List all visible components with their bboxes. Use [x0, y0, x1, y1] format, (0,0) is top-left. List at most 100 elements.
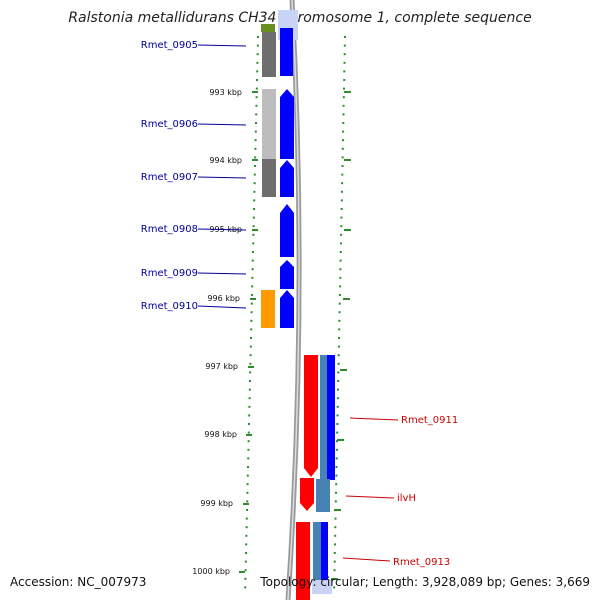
tick-dot-left: [251, 259, 254, 262]
label-rmet-0913[interactable]: Rmet_0913: [342, 557, 450, 568]
cds-red-1[interactable]: [304, 355, 318, 477]
tick-dot-left: [253, 190, 256, 193]
tick-dot-right: [334, 517, 337, 520]
tick-dot-left: [252, 242, 255, 245]
gene-olive-fragment[interactable]: [261, 24, 275, 32]
label-rmet-0911[interactable]: Rmet_0911: [349, 415, 458, 426]
tick-dot-right: [337, 345, 340, 348]
svg-text:ilvH: ilvH: [397, 493, 416, 504]
tick-dot-right: [341, 147, 344, 150]
tick-dot-right: [340, 208, 343, 210]
tick-dot-right: [337, 362, 340, 365]
cds-blue-right-1[interactable]: [327, 355, 335, 480]
scale-label-998: 998 kbp: [204, 430, 237, 439]
tick-dot-left: [252, 251, 254, 253]
tick-dot-right: [342, 113, 345, 116]
tick-dot-left: [253, 199, 256, 202]
tick-dot-right: [342, 104, 345, 107]
label-ilvh[interactable]: ilvH: [345, 493, 416, 504]
tick-dot-left: [249, 380, 251, 382]
map-title: Ralstonia metallidurans CH34 chromosome …: [68, 10, 532, 26]
scale-label-993: 993 kbp: [209, 88, 242, 97]
cds-arrow-6[interactable]: [280, 290, 294, 328]
tick-dot-left: [254, 139, 257, 142]
tick-dot-right: [343, 61, 346, 64]
tick-dot-right: [340, 225, 343, 228]
scale-996: 996 kbp: [207, 294, 350, 303]
label-rmet-0909[interactable]: Rmet_0909: [141, 268, 247, 279]
gene-rmet-0907-block[interactable]: [262, 159, 276, 197]
tick-dot-left: [246, 491, 249, 494]
tick-dot-right: [336, 397, 339, 400]
tick-dot-right: [341, 182, 344, 185]
tick-dot-left: [249, 362, 252, 365]
svg-text:Rmet_0910: Rmet_0910: [141, 301, 198, 312]
gene-rmet-0906-block[interactable]: [262, 89, 276, 159]
cds-arrow-2[interactable]: [280, 89, 294, 159]
tick-dot-right: [343, 44, 346, 47]
tick-dot-left: [255, 122, 257, 124]
cds-arrow-5[interactable]: [280, 260, 294, 289]
svg-text:Rmet_0905: Rmet_0905: [141, 40, 198, 51]
tick-dot-right: [336, 431, 339, 434]
tick-dot-left: [246, 500, 249, 503]
tick-dot-right: [334, 526, 337, 529]
tick-dot-right: [333, 586, 336, 589]
cds-arrow-1[interactable]: [280, 28, 293, 76]
svg-text:Rmet_0909: Rmet_0909: [141, 268, 198, 279]
scale-997: 997 kbp: [205, 362, 347, 371]
gene-ilvh-block[interactable]: [316, 479, 330, 512]
scale-994: 994 kbp: [209, 156, 351, 165]
tick-dot-right: [341, 156, 344, 159]
cds-red-3[interactable]: [296, 522, 310, 600]
tick-dot-left: [244, 577, 247, 580]
tick-dot-right: [343, 70, 346, 73]
tick-dot-right: [334, 534, 337, 537]
scale-993: 993 kbp: [209, 88, 351, 97]
tick-dot-right: [337, 388, 339, 391]
label-rmet-0906[interactable]: Rmet_0906: [141, 119, 247, 130]
tick-dot-left: [245, 517, 248, 520]
tick-dot-left: [256, 79, 258, 81]
cds-red-2[interactable]: [300, 478, 314, 511]
tick-dot-right: [336, 414, 339, 417]
label-rmet-0907[interactable]: Rmet_0907: [141, 172, 247, 183]
label-rmet-0905[interactable]: Rmet_0905: [141, 40, 247, 51]
svg-text:Rmet_0908: Rmet_0908: [141, 224, 198, 235]
tick-dot-left: [253, 208, 255, 210]
tick-dot-left: [245, 552, 247, 554]
tick-dot-left: [255, 113, 258, 116]
cds-arrow-4[interactable]: [280, 204, 294, 257]
tick-dot-left: [253, 182, 256, 185]
cds-arrow-3[interactable]: [280, 160, 294, 197]
tick-dot-left: [249, 371, 252, 374]
label-rmet-0910[interactable]: Rmet_0910: [141, 301, 247, 312]
svg-text:Rmet_0906: Rmet_0906: [141, 119, 198, 130]
tick-dot-left: [254, 165, 256, 167]
tick-dot-left: [255, 87, 258, 90]
tick-dot-right: [333, 569, 336, 572]
tick-dot-left: [256, 70, 259, 73]
label-rmet-0908[interactable]: Rmet_0908: [141, 224, 247, 235]
svg-text:Rmet_0913: Rmet_0913: [393, 557, 450, 568]
cds-blue-right-2[interactable]: [321, 522, 328, 592]
tick-dot-right: [335, 491, 337, 494]
tick-dot-right: [339, 285, 342, 288]
tick-dot-left: [250, 337, 252, 339]
tick-dot-right: [341, 173, 344, 176]
dotted-tick-column-right: [333, 36, 346, 589]
tick-dot-left: [244, 586, 247, 589]
gene-rmet-0911-block[interactable]: [320, 355, 328, 480]
gene-rmet-0913-block[interactable]: [313, 522, 321, 592]
tick-dot-left: [255, 96, 258, 99]
tick-dot-right: [337, 371, 340, 374]
tick-dot-left: [248, 388, 251, 391]
scale-999: 999 kbp: [200, 499, 341, 511]
tick-dot-left: [249, 345, 252, 348]
gene-rmet-0905-block[interactable]: [262, 32, 276, 77]
tick-dot-right: [339, 251, 342, 253]
tick-dot-left: [247, 448, 250, 451]
backbone-inner: [287, 0, 300, 600]
gene-rmet-0910-block[interactable]: [261, 290, 275, 328]
